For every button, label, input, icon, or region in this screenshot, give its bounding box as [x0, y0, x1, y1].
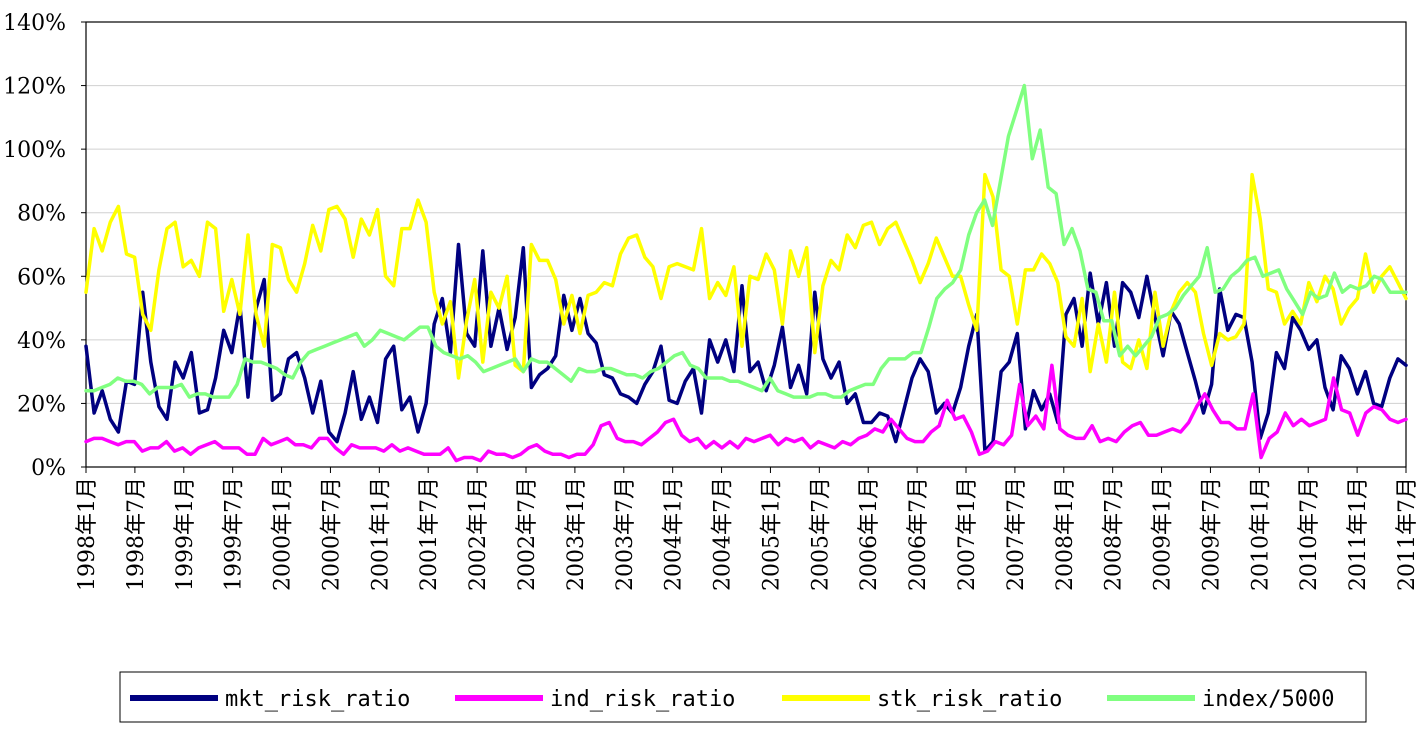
x-tick-label: 2001年1月 [368, 477, 393, 591]
series-line-index-5000 [84, 83, 1408, 399]
legend-label: ind_risk_ratio [550, 687, 735, 712]
y-tick-label: 140% [3, 11, 66, 36]
x-tick-label: 2003年1月 [564, 477, 589, 591]
x-tick-label: 2010年1月 [1248, 477, 1273, 591]
x-tick-label: 2009年7月 [1199, 477, 1224, 591]
x-tick-label: 2005年1月 [759, 477, 784, 591]
legend-label: mkt_risk_ratio [225, 687, 410, 712]
legend-label: index/5000 [1202, 687, 1334, 712]
x-tick-label: 2007年7月 [1004, 477, 1029, 591]
y-tick-label: 100% [3, 138, 66, 163]
x-tick-label: 2003年7月 [613, 477, 638, 591]
y-tick-label: 60% [17, 265, 66, 290]
series-line-stk-risk-ratio [84, 172, 1408, 380]
y-tick-label: 40% [17, 329, 66, 354]
x-tick-label: 2007年1月 [955, 477, 980, 591]
x-tick-label: 2002年7月 [515, 477, 540, 591]
x-tick-label: 2011年1月 [1346, 477, 1371, 591]
x-tick-label: 2002年1月 [466, 477, 491, 591]
series-line-ind-risk-ratio [84, 363, 1408, 463]
series-lines [84, 83, 1408, 463]
x-tick-label: 1998年7月 [124, 477, 149, 591]
gridlines [86, 85, 1406, 404]
legend-label: stk_risk_ratio [877, 687, 1062, 712]
x-tick-label: 1999年1月 [173, 477, 198, 591]
y-tick-label: 120% [3, 75, 66, 100]
plot-area-frame [85, 21, 1407, 468]
x-tick-label: 2004年7月 [711, 477, 736, 591]
y-tick-label: 0% [31, 456, 66, 481]
x-tick-label: 2001年7月 [417, 477, 442, 591]
legend: mkt_risk_ratio ind_risk_ratio stk_risk_rat… [119, 671, 1367, 723]
x-tick-label: 2006年7月 [906, 477, 931, 591]
x-axis: 1998年1月 1998年7月 1999年1月 1999年7月 2000年1月 2000年… [75, 467, 1420, 591]
series-line-mkt-risk-ratio [84, 242, 1408, 453]
x-tick-label: 2005年7月 [808, 477, 833, 591]
x-tick-label: 2010年7月 [1297, 477, 1322, 591]
y-tick-label: 80% [17, 202, 66, 227]
x-tick-label: 2000年7月 [319, 477, 344, 591]
x-tick-label: 1998年1月 [75, 477, 100, 591]
y-axis: 0% 20% 40% 60% 80% 100% 120% 140% [3, 11, 86, 481]
x-tick-label: 2000年1月 [271, 477, 296, 591]
x-tick-label: 2008年7月 [1102, 477, 1127, 591]
x-tick-label: 2011年7月 [1395, 477, 1420, 591]
y-tick-label: 20% [17, 392, 66, 417]
x-tick-label: 2009年1月 [1151, 477, 1176, 591]
x-tick-label: 1999年7月 [222, 477, 247, 591]
x-tick-label: 2006年1月 [857, 477, 882, 591]
x-tick-label: 2008年1月 [1053, 477, 1078, 591]
x-tick-label: 2004年1月 [662, 477, 687, 591]
